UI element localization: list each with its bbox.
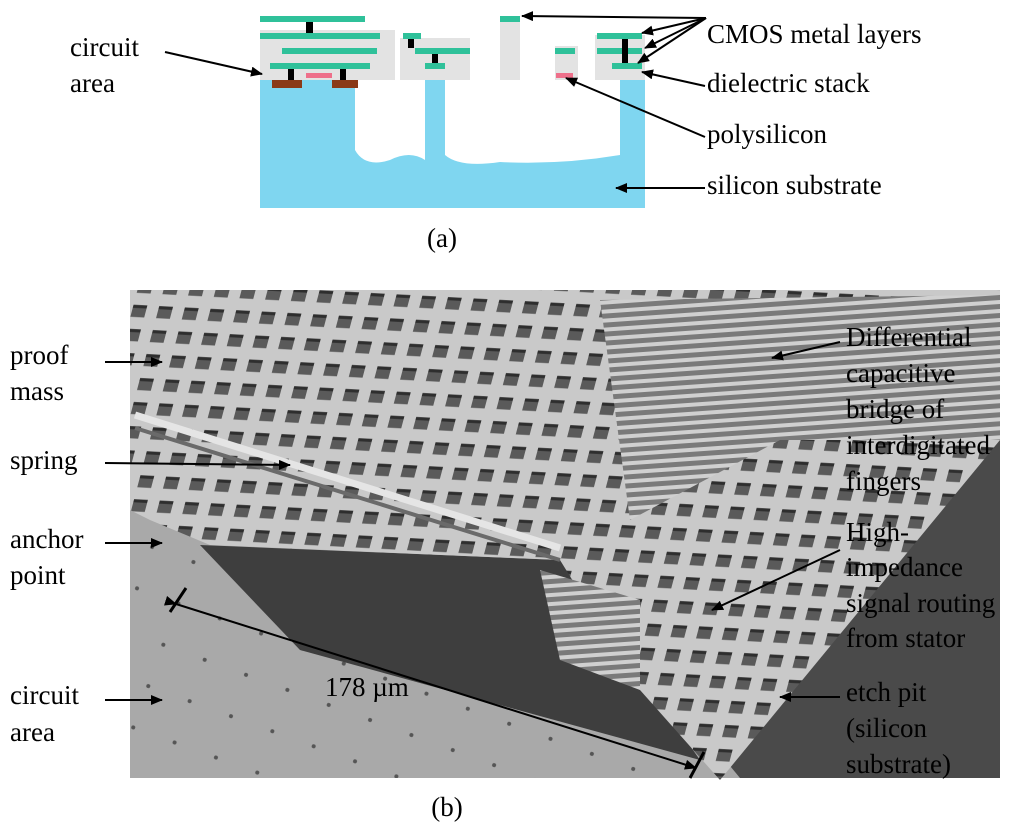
label: circuit bbox=[10, 680, 79, 710]
label: spring bbox=[10, 445, 78, 475]
cross-section bbox=[260, 16, 645, 208]
label: area bbox=[10, 717, 55, 747]
label: interdigitated bbox=[846, 430, 990, 460]
label: signal routing bbox=[846, 588, 995, 618]
label: impedance bbox=[846, 552, 963, 582]
label: (silicon bbox=[846, 713, 927, 743]
label: High- bbox=[846, 517, 909, 547]
caption: (a) bbox=[427, 223, 457, 253]
figure: circuit area CMOS metal layers dielectri… bbox=[0, 0, 1030, 831]
label: mass bbox=[10, 376, 64, 406]
label: bridge of bbox=[846, 394, 944, 424]
label: point bbox=[10, 560, 66, 590]
label: polysilicon bbox=[707, 119, 827, 149]
label: Differential bbox=[846, 322, 971, 352]
caption: (b) bbox=[431, 792, 462, 822]
label: anchor bbox=[10, 524, 83, 554]
label: area bbox=[70, 68, 115, 98]
label: fingers bbox=[846, 466, 921, 496]
label: CMOS metal layers bbox=[707, 19, 921, 49]
label: silicon substrate bbox=[707, 170, 882, 200]
label: circuit bbox=[70, 32, 139, 62]
label: etch pit bbox=[846, 677, 927, 707]
label: from stator bbox=[846, 623, 965, 653]
label: capacitive bbox=[846, 358, 955, 388]
label: proof bbox=[10, 340, 68, 370]
label: substrate) bbox=[846, 749, 951, 779]
label: dielectric stack bbox=[707, 68, 870, 98]
scale-label: 178 µm bbox=[325, 672, 409, 702]
